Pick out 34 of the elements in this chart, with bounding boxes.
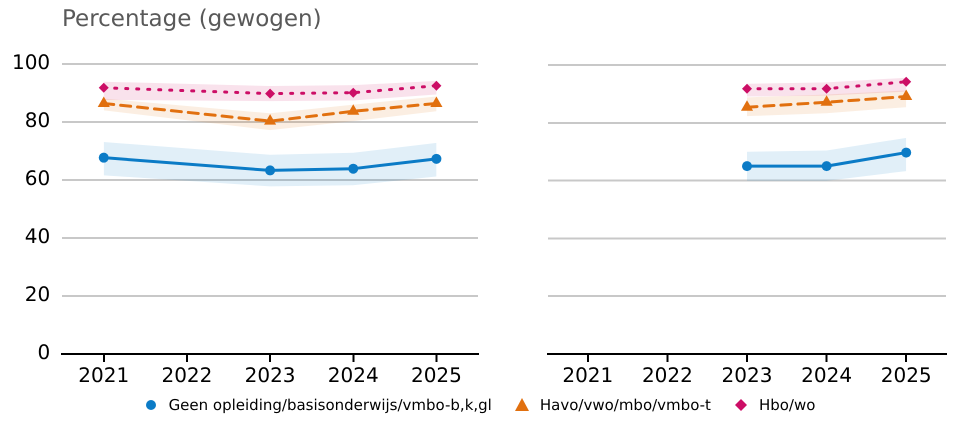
point (98, 152, 109, 163)
y-axis-title: Percentage (gewogen) (62, 6, 322, 32)
point (431, 80, 442, 91)
point (431, 154, 442, 164)
point (98, 82, 109, 93)
x-tick-label: 2022 (161, 363, 212, 388)
x-tick-label: 2021 (78, 363, 130, 388)
point (265, 88, 276, 99)
y-tick-label: 0 (37, 340, 50, 364)
y-tick-label: 20 (24, 282, 50, 306)
point (348, 88, 358, 98)
x-tick-label: 2023 (722, 363, 772, 388)
y-tick-label: 60 (24, 166, 50, 190)
x-tick-label: 2025 (880, 363, 932, 388)
x-tick-label: 2025 (410, 363, 462, 388)
point (822, 84, 832, 94)
point (901, 76, 912, 87)
point (742, 161, 752, 172)
point (901, 148, 912, 158)
point (348, 164, 358, 174)
x-tick-label: 2021 (562, 363, 614, 388)
point (742, 84, 752, 94)
legend-label: Havo/vwo/mbo/vmbo-t (540, 396, 711, 414)
point (265, 165, 276, 176)
legend-label: Geen opleiding/basisonderwijs/vmbo-b,k,gl (168, 396, 492, 414)
x-tick-label: 2022 (642, 363, 693, 388)
x-tick-label: 2024 (328, 363, 379, 388)
y-tick-label: 80 (24, 108, 50, 132)
y-tick-label: 100 (12, 50, 50, 74)
legend-label: Hbo/wo (758, 396, 816, 414)
x-tick-label: 2023 (244, 363, 296, 388)
x-tick-label: 2024 (801, 363, 852, 388)
y-tick-label: 40 (24, 224, 50, 248)
point (822, 161, 832, 172)
